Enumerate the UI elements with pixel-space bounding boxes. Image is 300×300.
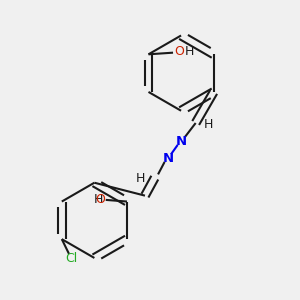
Text: H: H [94,194,104,206]
Text: Cl: Cl [65,252,78,265]
Text: H: H [204,118,213,131]
Text: N: N [162,152,173,164]
Text: O: O [95,194,105,206]
Text: O: O [174,45,184,58]
Text: N: N [176,134,187,148]
Text: H: H [185,44,194,58]
Text: H: H [136,172,146,185]
